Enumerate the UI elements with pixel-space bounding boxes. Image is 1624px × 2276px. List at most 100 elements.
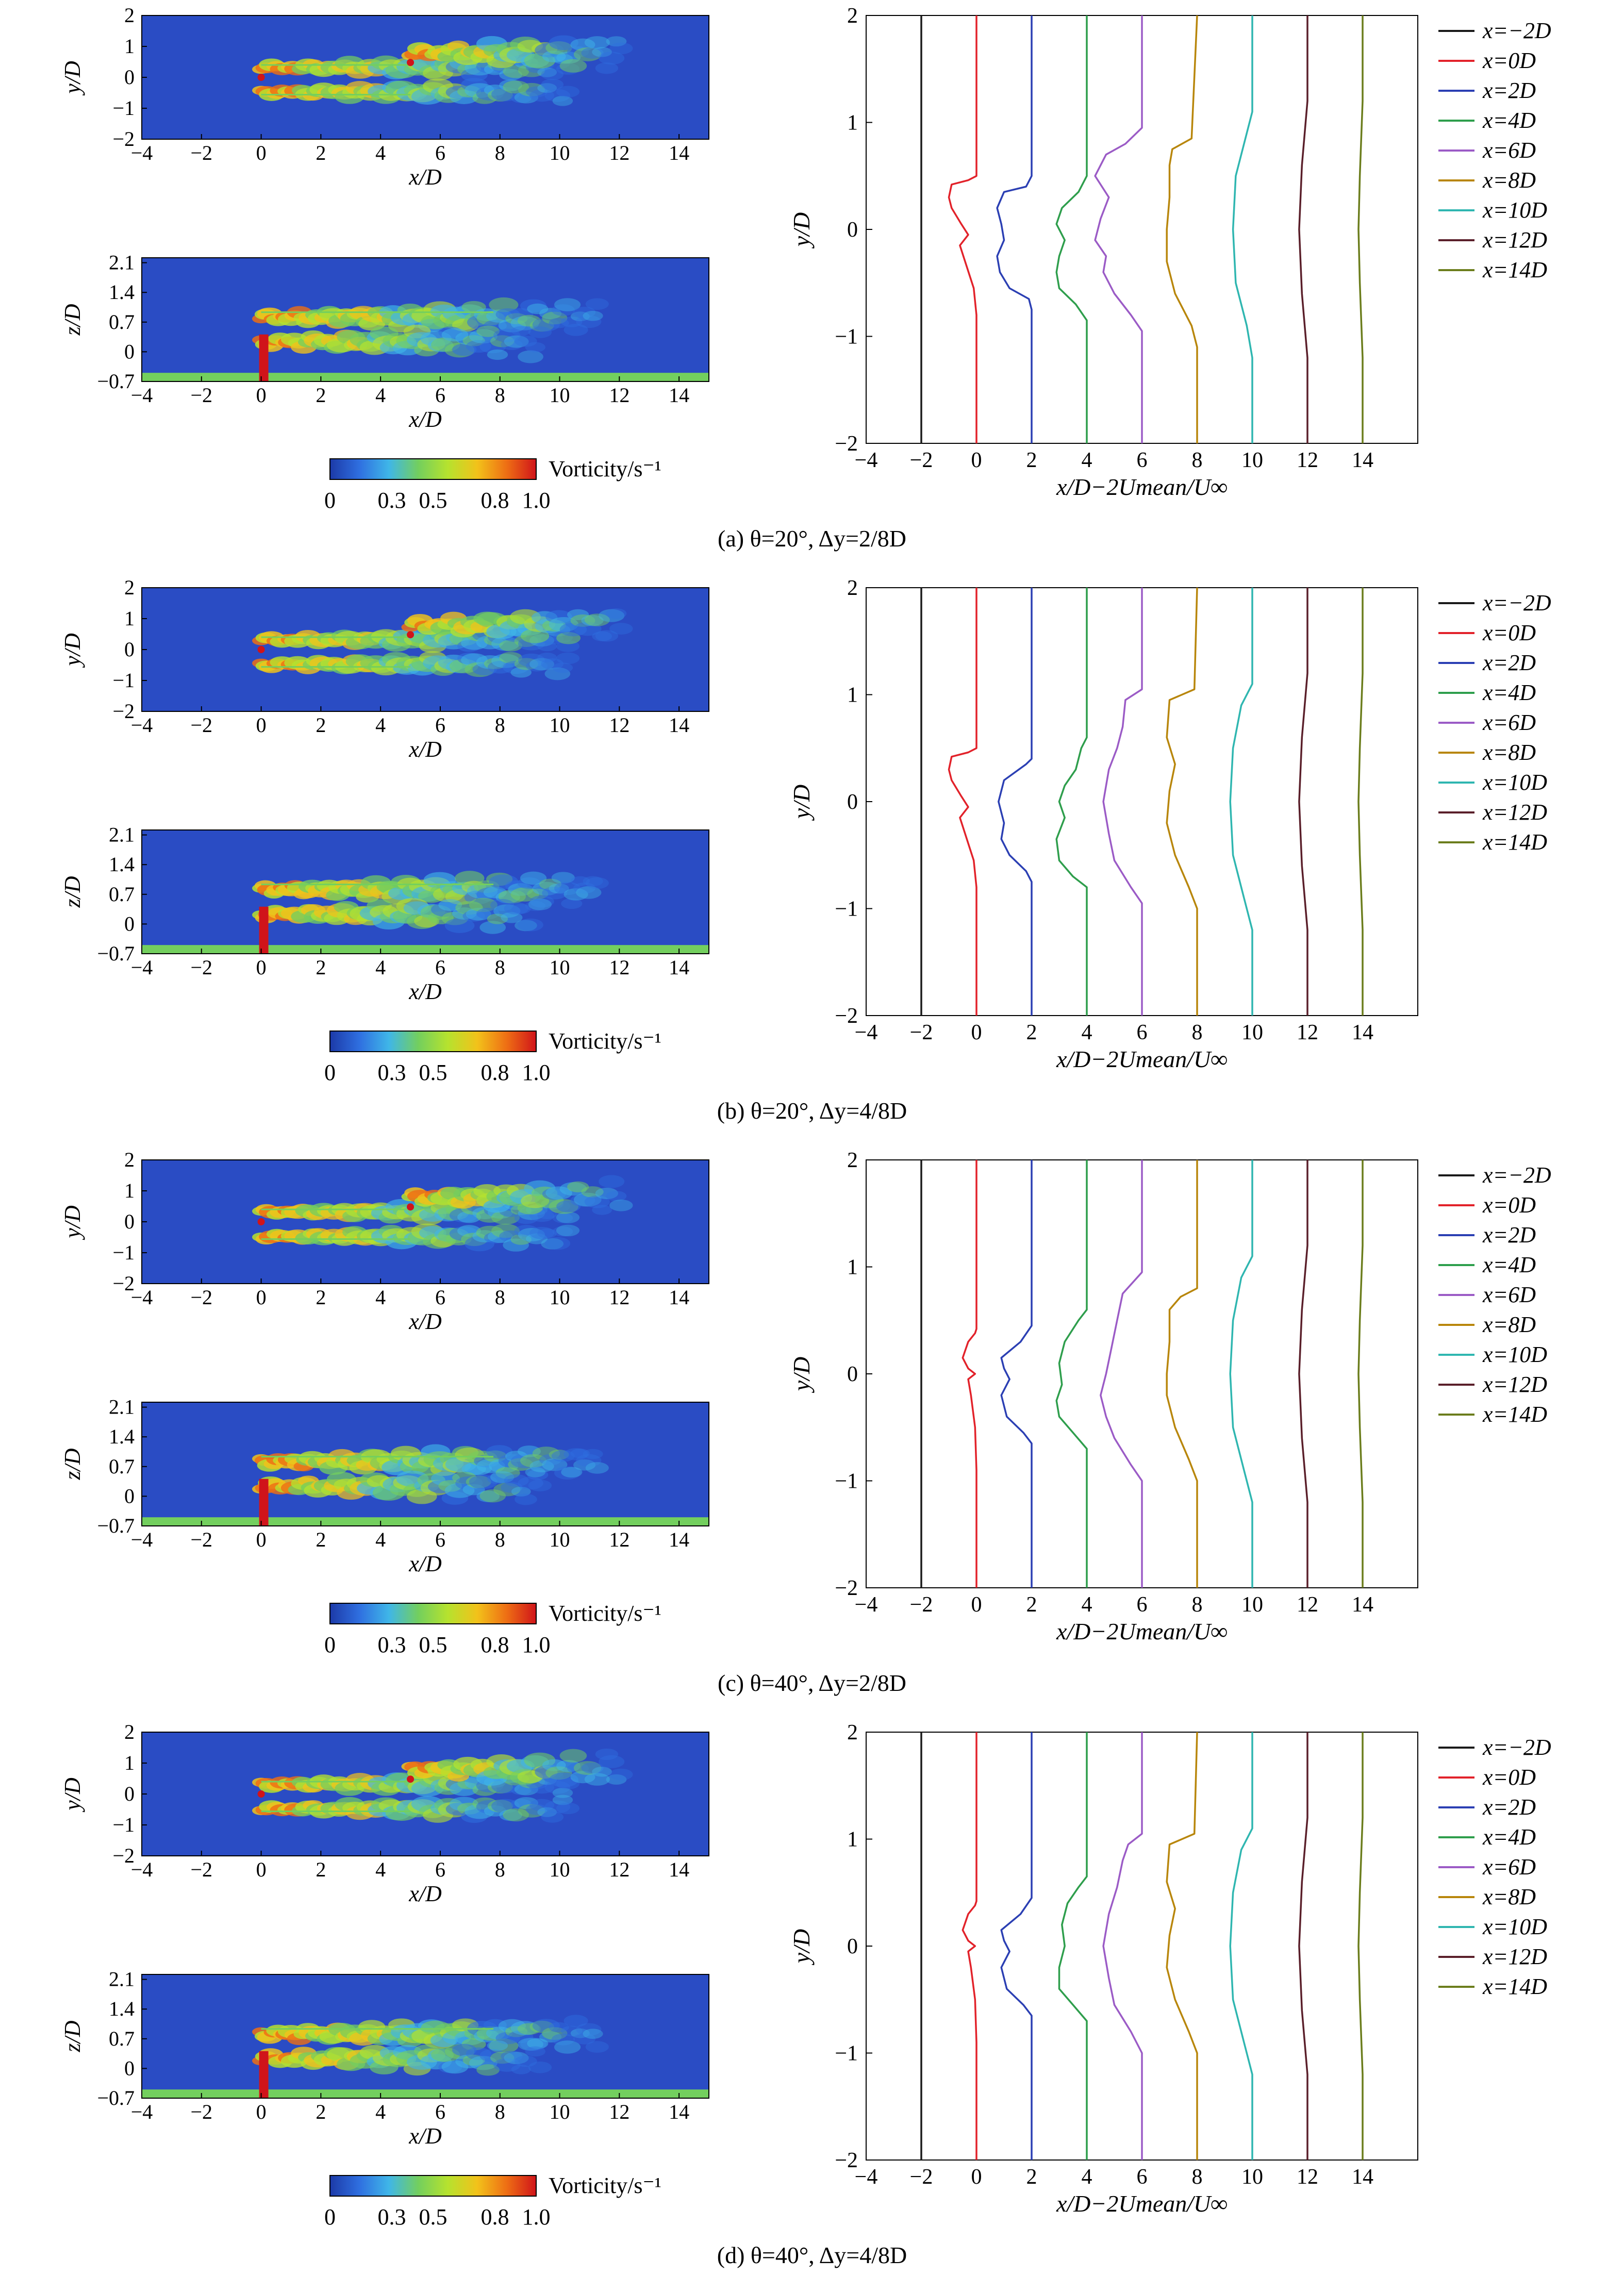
x-axis-label: x/D [408, 2123, 442, 2149]
x-axis-label: x/D−2Umean/U∞ [1056, 1046, 1228, 1072]
vortex-blob [510, 2021, 539, 2035]
colorbar-tick-label: 0.8 [481, 2204, 509, 2230]
y-tick-label: 2.1 [109, 823, 135, 846]
vortex-blob [520, 1454, 547, 1468]
y-tick-label: −1 [112, 1813, 135, 1836]
vortex-blob [518, 82, 545, 97]
vortex-blob [525, 1467, 545, 1477]
x-tick-label: 2 [316, 141, 326, 164]
y-axis-label: z/D [60, 2020, 85, 2052]
vortex-blob [501, 1482, 523, 1493]
vortex-blob [549, 318, 569, 328]
y-tick-label: 0.7 [109, 883, 135, 906]
vortex-blob [551, 304, 575, 316]
vortex-blob [537, 1209, 557, 1219]
x-tick-label: 2 [316, 956, 326, 979]
x-axis-label: x/D−2Umean/U∞ [1056, 1618, 1228, 1644]
vortex-blob [561, 1467, 583, 1478]
x-tick-label: 6 [435, 1286, 445, 1309]
legend-entry: x=0D [1482, 1765, 1536, 1790]
vortex-blob [576, 886, 602, 899]
series-line-9 [1357, 1160, 1364, 1588]
vortex-blob [570, 876, 590, 886]
colorbar-tick-label: 1.0 [522, 488, 551, 513]
vortex-blob [520, 871, 547, 885]
x-tick-label: 0 [256, 713, 267, 737]
vortex-blob [581, 47, 604, 59]
x-tick-label: 6 [435, 1528, 445, 1551]
series-line-4 [1058, 1732, 1088, 2160]
vortex-blob [518, 653, 545, 667]
vortex-blob [491, 1799, 520, 1814]
vortex-blob [514, 1797, 539, 1809]
x-tick-label: 2 [316, 713, 326, 737]
series-line-5 [1102, 588, 1143, 1016]
vortex-blob [487, 1473, 508, 1484]
separation-point [407, 1203, 415, 1211]
vortex-blob [551, 1450, 575, 1462]
vortex-blob [585, 1462, 609, 1474]
y-tick-label: −2 [835, 432, 858, 456]
x-tick-label: 6 [435, 713, 445, 737]
x-tick-label: −2 [910, 1593, 933, 1617]
x-tick-label: 8 [495, 141, 505, 164]
vortex-blob [551, 2033, 575, 2046]
x-axis-label: x/D [408, 1309, 442, 1334]
x-tick-label: −4 [131, 956, 153, 979]
x-tick-label: 14 [1352, 1021, 1373, 1044]
vortex-blob [493, 2058, 521, 2072]
x-tick-label: 14 [669, 1858, 689, 1881]
vortex-blob [573, 1459, 596, 1471]
vortex-blob [491, 637, 520, 651]
x-tick-label: 0 [256, 384, 267, 407]
x-tick-label: 14 [669, 1286, 689, 1309]
vortex-blob [520, 2037, 547, 2051]
x-tick-label: 4 [375, 1528, 386, 1551]
vortex-blob [585, 2041, 609, 2053]
vortex-blob [606, 1774, 627, 1785]
x-tick-label: 0 [971, 1021, 982, 1044]
vortex-blob [510, 92, 532, 103]
x-tick-label: 0 [256, 1858, 267, 1881]
vortex-blob [504, 335, 529, 348]
separation-point [407, 631, 415, 639]
vortex-blob [609, 1768, 633, 1781]
x-tick-label: 0 [256, 956, 267, 979]
x-tick-label: 14 [669, 141, 689, 164]
field-frame [141, 829, 709, 954]
x-tick-label: 2 [316, 1858, 326, 1881]
x-tick-label: 0 [971, 448, 982, 472]
vortex-blob [517, 2023, 541, 2035]
vortex-blob [573, 1761, 602, 1775]
vortex-blob [570, 614, 595, 627]
vortex-blob [539, 308, 562, 319]
vortex-blob [549, 2022, 569, 2033]
x-tick-label: 12 [1297, 2165, 1318, 2189]
vortex-blob [525, 1804, 548, 1815]
x-tick-label: 4 [1082, 448, 1092, 472]
vortex-blob [491, 1210, 520, 1225]
vortex-blob [552, 1787, 573, 1798]
vortex-blob [595, 1748, 619, 1760]
series-line-3 [1000, 1160, 1033, 1588]
vortex-blob [559, 1749, 587, 1763]
vortex-blob [567, 46, 589, 58]
y-axis-label: z/D [60, 1448, 85, 1480]
x-tick-label: −4 [855, 2165, 878, 2189]
legend-entry: x=12D [1482, 227, 1547, 253]
y-tick-label: 0.7 [109, 310, 135, 334]
x-tick-label: 10 [550, 2100, 570, 2123]
vortex-blob [525, 342, 545, 353]
series-line-8 [1298, 1732, 1308, 2160]
legend-entry: x=12D [1482, 1372, 1547, 1397]
legend-entry: x=10D [1482, 1914, 1547, 1939]
y-tick-label: 2.1 [109, 1395, 135, 1419]
y-tick-label: 0 [124, 1210, 135, 1233]
colorbar-tick-label: 0 [324, 2204, 336, 2230]
x-tick-label: 14 [669, 1528, 689, 1551]
vortex-blob [514, 1225, 539, 1237]
x-tick-label: −4 [131, 384, 153, 407]
series-line-5 [1100, 1160, 1143, 1588]
colorbar-tick-label: 0.3 [378, 2204, 406, 2230]
vortex-blob [490, 899, 515, 911]
